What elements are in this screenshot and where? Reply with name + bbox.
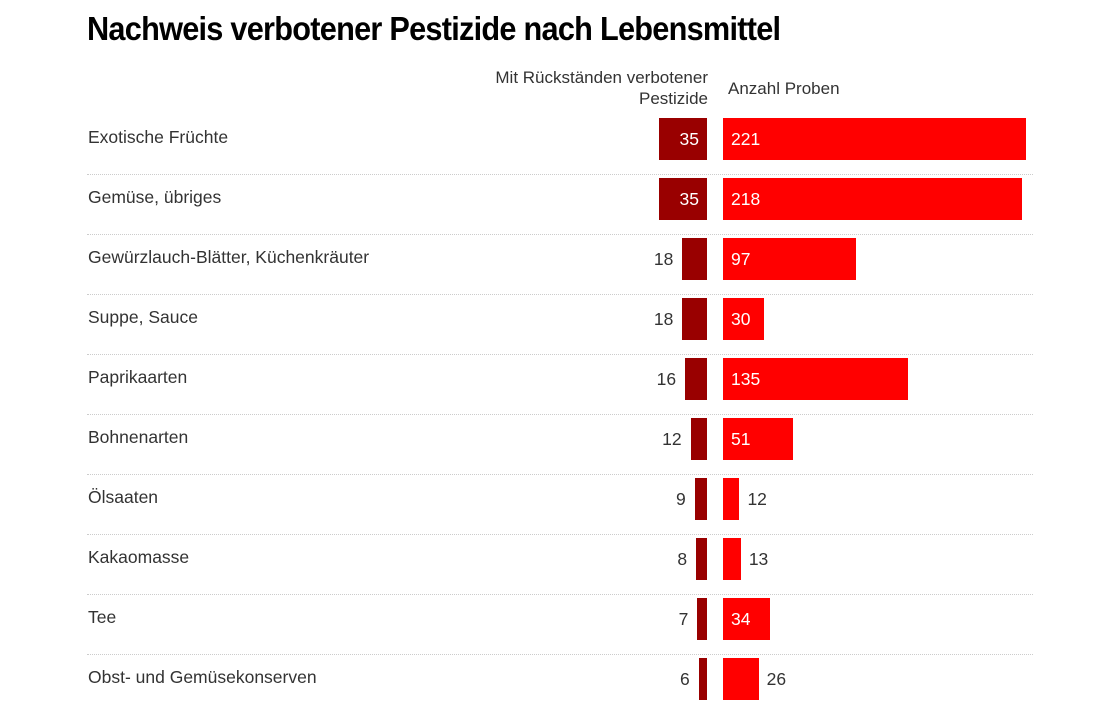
chart-row: Suppe, Sauce 18 30 (87, 295, 1033, 355)
value-label-forbidden: 18 (653, 249, 674, 269)
category-label: Bohnenarten (88, 427, 189, 447)
chart-row: Ölsaaten 9 12 (87, 475, 1033, 535)
category-label: Kakaomasse (88, 547, 190, 567)
row-divider (87, 234, 1033, 235)
bar-forbidden (694, 478, 707, 520)
bar-samples (723, 658, 759, 700)
chart-row: Obst- und Gemüsekonserven 6 26 (87, 655, 1033, 715)
bar-samples (723, 178, 1022, 220)
value-label-samples: 13 (748, 549, 769, 569)
bar-forbidden (682, 238, 707, 280)
category-label: Obst- und Gemüsekonserven (88, 667, 317, 687)
chart-title: Nachweis verbotener Pestizide nach Leben… (87, 10, 781, 47)
column-header-samples: Anzahl Proben (728, 79, 840, 98)
category-label: Ölsaaten (88, 487, 159, 507)
value-label-forbidden: 18 (653, 309, 674, 329)
value-label-samples: 30 (731, 309, 751, 329)
row-divider (87, 414, 1033, 415)
bar-samples (723, 598, 770, 640)
bar-samples (723, 298, 765, 340)
value-label-samples: 51 (731, 429, 751, 449)
value-label-forbidden: 35 (679, 129, 699, 149)
row-divider (87, 534, 1033, 535)
column-header-forbidden: Mit Rückständen verbotener Pestizide (495, 68, 708, 108)
bar-forbidden (659, 118, 707, 160)
value-label-samples: 218 (731, 189, 761, 209)
chart-row: Tee 7 34 (87, 595, 1033, 655)
bar-samples (723, 478, 740, 520)
value-label-forbidden: 9 (675, 489, 686, 509)
row-divider (87, 474, 1033, 475)
bar-forbidden (697, 598, 707, 640)
chart-row: Paprikaarten 16 135 (87, 355, 1033, 415)
row-divider (87, 594, 1033, 595)
value-label-forbidden: 35 (679, 189, 699, 209)
value-label-samples: 12 (747, 489, 767, 509)
chart-row: Kakaomasse 8 13 (87, 535, 1033, 595)
bar-forbidden (690, 418, 707, 460)
value-label-forbidden: 6 (680, 669, 690, 689)
bar-samples (723, 418, 793, 460)
value-label-forbidden: 12 (662, 429, 682, 449)
category-label: Paprikaarten (88, 367, 188, 387)
category-label: Gemüse, übriges (88, 187, 222, 207)
bar-forbidden (682, 298, 707, 340)
row-divider (87, 174, 1033, 175)
value-label-forbidden: 7 (678, 609, 689, 629)
bar-forbidden (698, 658, 707, 700)
category-label: Tee (88, 607, 117, 627)
bar-samples (723, 238, 856, 280)
bar-forbidden (659, 178, 707, 220)
bar-samples (723, 358, 909, 400)
category-label: Exotische Früchte (88, 127, 229, 147)
value-label-samples: 221 (731, 129, 761, 149)
bar-forbidden (685, 358, 707, 400)
bar-samples (723, 538, 741, 580)
chart-row: Gewürzlauch-Blätter, Küchenkräuter 18 97 (87, 235, 1033, 295)
value-label-samples: 34 (731, 609, 751, 629)
category-label: Gewürzlauch-Blätter, Küchenkräuter (88, 247, 370, 267)
row-divider (87, 294, 1033, 295)
value-label-samples: 97 (731, 249, 751, 269)
category-label: Suppe, Sauce (88, 307, 198, 327)
bar-samples (723, 118, 1026, 160)
chart-row: Exotische Früchte 35 221 (87, 115, 1033, 175)
value-label-samples: 135 (731, 369, 761, 389)
chart-row: Gemüse, übriges 35 218 (87, 175, 1033, 235)
row-divider (87, 354, 1033, 355)
value-label-samples: 26 (766, 669, 787, 689)
value-label-forbidden: 8 (677, 549, 688, 569)
value-label-forbidden: 16 (656, 369, 677, 389)
bar-forbidden (696, 538, 707, 580)
row-divider (87, 654, 1033, 655)
chart-row: Bohnenarten 12 51 (87, 415, 1033, 475)
